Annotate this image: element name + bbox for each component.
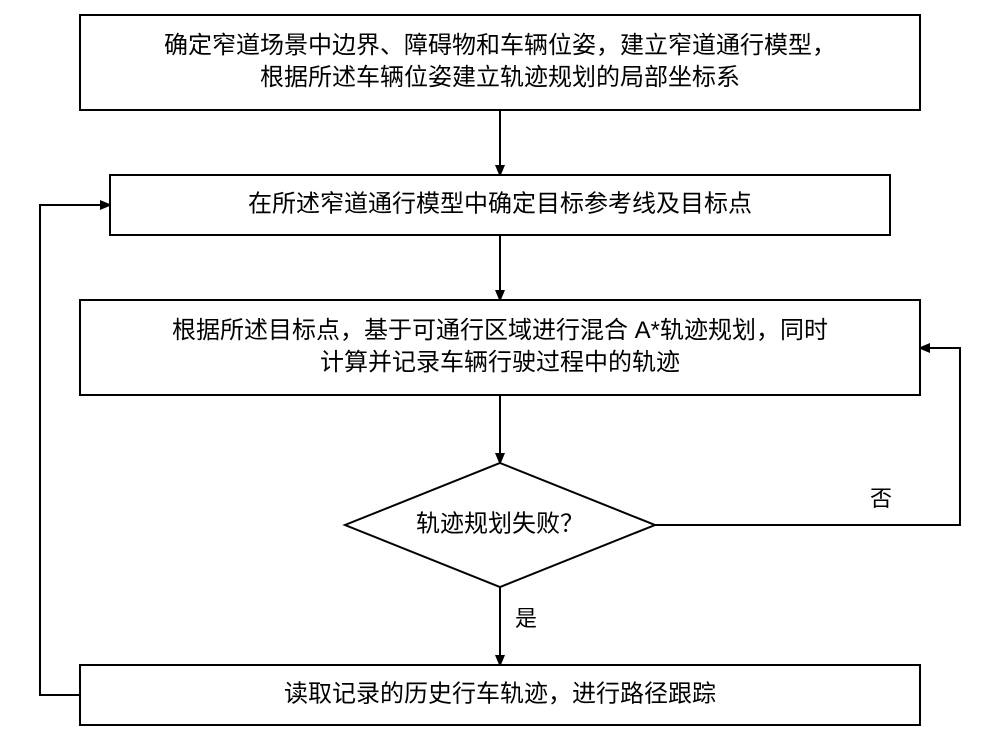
node-text: 在所述窄道通行模型中确定目标参考线及目标点 [248, 190, 752, 217]
flowchart-canvas: 是 否 确定窄道场景中边界、障碍物和车辆位姿，建立窄道通行模型， 根据所述车辆位姿建… [0, 0, 1000, 741]
node-n3: 根据所述目标点，基于可通行区域进行混合 A*轨迹规划，同时计算并记录车辆行驶过程… [80, 300, 920, 395]
node-rect [80, 300, 920, 395]
edge-e6 [40, 205, 110, 695]
edge-label-e4: 是 [515, 606, 537, 631]
node-text: 确定窄道场景中边界、障碍物和车辆位姿，建立窄道通行模型， [164, 32, 836, 59]
node-n1: 确定窄道场景中边界、障碍物和车辆位姿，建立窄道通行模型， 根据所述车辆位姿建立轨迹… [80, 15, 920, 110]
node-text: 轨迹规划失败？ [416, 510, 584, 537]
node-text: 计算并记录车辆行驶过程中的轨迹 [320, 349, 680, 376]
node-text: 根据所述车辆位姿建立轨迹规划的局部坐标系 [260, 64, 740, 91]
node-n4: 轨迹规划失败？ [345, 463, 655, 587]
node-text: 根据所述目标点，基于可通行区域进行混合 A*轨迹规划，同时 [172, 317, 828, 344]
node-n5: 读取记录的历史行车轨迹，进行路径跟踪 [80, 665, 920, 725]
node-text: 读取记录的历史行车轨迹，进行路径跟踪 [284, 680, 716, 707]
edge-label-e5: 否 [870, 486, 892, 511]
node-rect [80, 15, 920, 110]
node-n2: 在所述窄道通行模型中确定目标参考线及目标点 [110, 175, 890, 235]
